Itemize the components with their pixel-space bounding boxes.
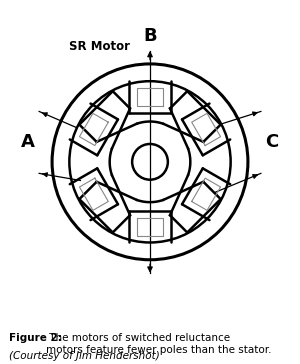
Text: A: A [21,133,35,151]
Text: The motors of switched reluctance
motors feature fewer poles than the stator.: The motors of switched reluctance motors… [46,333,272,355]
Text: SR Motor: SR Motor [69,40,130,53]
Text: Figure 2:: Figure 2: [9,333,62,343]
Text: B: B [143,27,157,45]
Text: C: C [265,133,278,151]
Text: (Courtesy of Jim Hendershot): (Courtesy of Jim Hendershot) [9,351,160,361]
